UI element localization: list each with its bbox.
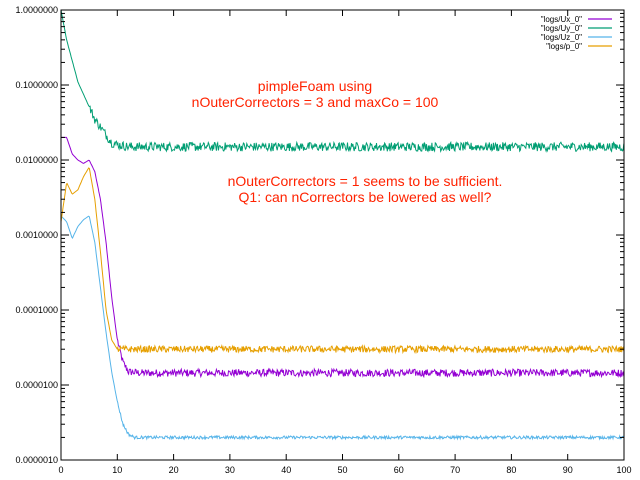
series-lines [60,9,625,441]
series-line-0 [61,136,625,379]
y-tick-label: 0.0000010 [15,455,58,465]
x-tick-label: 70 [450,465,460,475]
x-tick-label: 10 [112,465,122,475]
x-tick-label: 30 [225,465,235,475]
series-line-2 [60,215,624,441]
x-tick-label: 100 [616,465,631,475]
y-tick-label: 0.0100000 [15,155,58,165]
legend: "logs/Ux_0""logs/Uy_0""logs/Uz_0""logs/p… [541,15,612,51]
annotation-line-3: nOuterCorrectors = 1 seems to be suffici… [228,173,503,189]
series-line-1 [60,9,625,153]
x-tick-label: 60 [394,465,404,475]
y-tick-label: 0.0010000 [15,230,58,240]
y-tick-label: 1.0000000 [15,5,58,15]
x-tick-label: 0 [58,465,63,475]
x-tick-label: 20 [169,465,179,475]
legend-label: "logs/Uy_0" [541,24,582,33]
y-tick-label: 0.1000000 [15,80,58,90]
x-tick-label: 80 [506,465,516,475]
x-axis: 0 10 20 30 40 50 60 70 80 90 100 [58,10,632,475]
annotation-line-2: nOuterCorrectors = 3 and maxCo = 100 [192,94,439,110]
legend-label: "logs/Uz_0" [541,33,582,42]
x-tick-label: 50 [337,465,347,475]
x-tick-label: 40 [281,465,291,475]
legend-label: "logs/Ux_0" [541,15,582,24]
annotation-line-1: pimpleFoam using [258,78,372,94]
annotation-line-4: Q1: can nCorrectors be lowered as well? [239,189,492,205]
y-axis: 0.0000010 0.0000100 0.0001000 0.0010000 0.01… [15,5,624,465]
legend-label: "logs/p_0" [546,42,582,51]
y-tick-label: 0.0000100 [15,380,58,390]
series-line-3 [60,167,625,355]
x-tick-label: 90 [563,465,573,475]
y-tick-label: 0.0001000 [15,305,58,315]
